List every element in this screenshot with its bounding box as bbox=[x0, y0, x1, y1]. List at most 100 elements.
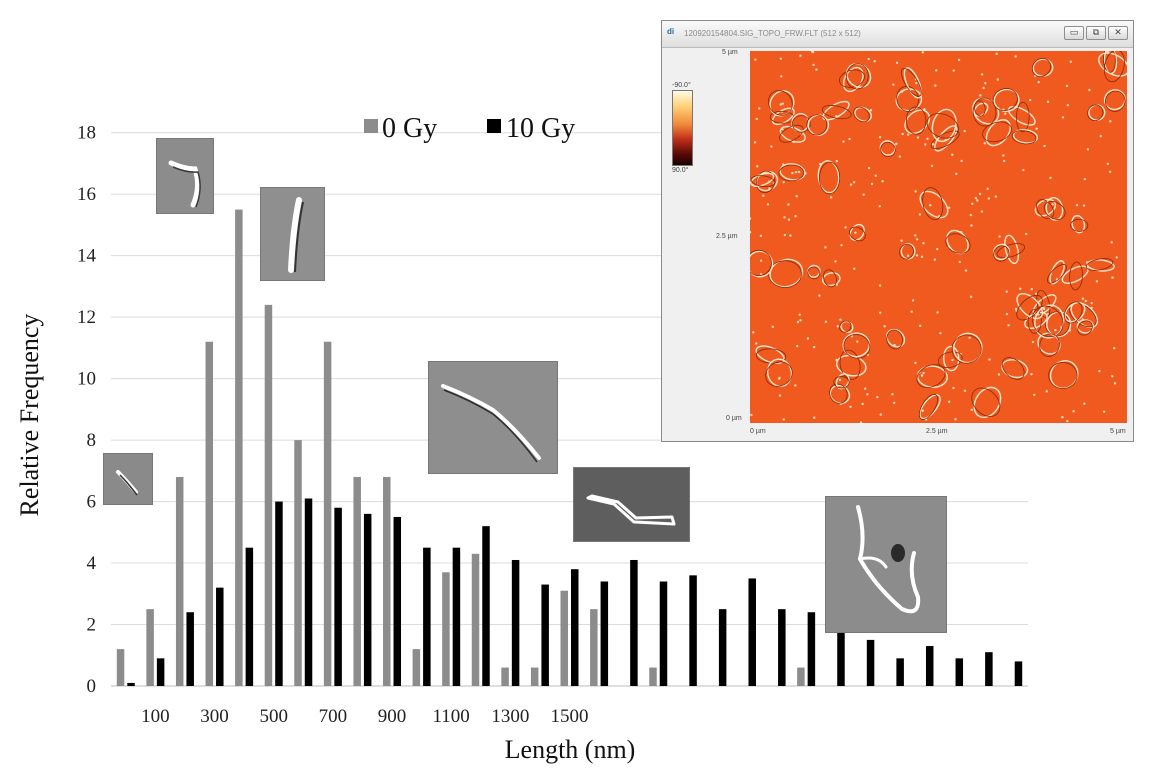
afm-particle bbox=[1106, 162, 1110, 166]
afm-dna-shadow bbox=[900, 67, 922, 97]
afm-particle bbox=[1083, 177, 1087, 181]
afm-particle bbox=[795, 194, 798, 198]
afm-particle bbox=[996, 78, 1000, 81]
afm-particle bbox=[757, 107, 761, 110]
afm-particle bbox=[782, 180, 785, 184]
afm-dna-shadow bbox=[1016, 294, 1043, 321]
afm-dna-shadow bbox=[926, 113, 959, 139]
afm-dna-shadow bbox=[839, 320, 852, 333]
afm-dna-loop bbox=[766, 358, 793, 388]
afm-particle bbox=[1086, 148, 1090, 151]
afm-particle bbox=[852, 180, 856, 184]
afm-dna-loop bbox=[849, 223, 865, 241]
afm-particle bbox=[1066, 103, 1070, 107]
afm-particle bbox=[892, 83, 895, 86]
afm-particle bbox=[1046, 100, 1050, 104]
afm-dna-shadow bbox=[779, 124, 804, 143]
afm-particle bbox=[970, 408, 973, 412]
afm-dna-loop bbox=[1049, 360, 1079, 389]
afm-dna-shadow bbox=[880, 142, 896, 158]
afm-particle bbox=[1113, 382, 1117, 385]
afm-particle bbox=[1072, 410, 1075, 413]
afm-dna-shadow bbox=[768, 90, 793, 116]
afm-dna-loop bbox=[1061, 265, 1089, 284]
afm-particle bbox=[936, 311, 939, 314]
afm-dna-shadow bbox=[899, 243, 914, 260]
bar-10gy-950 bbox=[659, 581, 668, 686]
afm-dna-shadow bbox=[992, 88, 1018, 112]
afm-particle bbox=[1084, 299, 1087, 303]
afm-particle bbox=[818, 294, 821, 297]
afm-dna-shadow bbox=[1077, 320, 1093, 336]
x-axis-title: Length (nm) bbox=[505, 735, 636, 764]
bar-10gy-600 bbox=[452, 547, 461, 686]
afm-dna-loop bbox=[903, 67, 922, 99]
afm-dna-shadow bbox=[1103, 49, 1125, 83]
afm-particle bbox=[862, 193, 865, 196]
afm-particle bbox=[980, 73, 984, 76]
afm-dna-shadow bbox=[930, 130, 960, 150]
afm-particle bbox=[1003, 112, 1007, 115]
maximize-icon[interactable]: ⧉ bbox=[1086, 26, 1106, 40]
bar-0gy-500 bbox=[383, 476, 391, 686]
y-tick-label: 16 bbox=[77, 184, 96, 205]
minimize-icon[interactable]: ▭ bbox=[1064, 26, 1084, 40]
afm-particle bbox=[869, 109, 873, 112]
afm-particle bbox=[987, 197, 991, 200]
afm-particle bbox=[906, 133, 910, 136]
bar-10gy-350 bbox=[304, 498, 313, 686]
afm-particle bbox=[867, 166, 871, 170]
bar-0gy-850 bbox=[590, 609, 598, 686]
afm-dna-shadow bbox=[823, 269, 837, 288]
afm-particle bbox=[982, 86, 985, 90]
afm-particle bbox=[878, 284, 882, 287]
afm-particle bbox=[852, 267, 856, 270]
bars bbox=[116, 209, 1023, 686]
afm-particle bbox=[1109, 120, 1112, 123]
afm-particle bbox=[1099, 134, 1103, 138]
bar-10gy-1400 bbox=[925, 646, 934, 686]
afm-particle bbox=[812, 63, 815, 67]
afm-particle bbox=[952, 69, 955, 72]
afm-dna-shadow bbox=[905, 106, 927, 135]
y-axis-ticks: 0 2 4 6 8 10 12 14 16 18 bbox=[77, 123, 97, 697]
afm-particle bbox=[1095, 280, 1099, 283]
molecule-thumbnail-bent bbox=[156, 138, 214, 214]
afm-particle bbox=[794, 384, 797, 387]
afm-dna-shadow bbox=[971, 387, 1001, 417]
close-icon[interactable]: ✕ bbox=[1108, 26, 1128, 40]
afm-dna-loop bbox=[779, 125, 806, 143]
bar-0gy-950 bbox=[649, 667, 657, 686]
afm-particle bbox=[1115, 256, 1118, 259]
window-title: 120920154804.SIG_TOPO_FRW.FLT (512 x 512… bbox=[684, 29, 861, 38]
afm-particle bbox=[866, 392, 869, 396]
afm-particle bbox=[878, 136, 882, 139]
afm-particle bbox=[787, 203, 790, 206]
afm-particle bbox=[1037, 80, 1040, 84]
afm-dna-shadow bbox=[839, 349, 861, 380]
colorbar-top-label: -90.0° bbox=[672, 82, 691, 89]
afm-dna-shadow bbox=[1048, 362, 1078, 389]
x-scale-label-mid: 2.5 µm bbox=[926, 428, 948, 435]
afm-particle bbox=[779, 103, 783, 106]
afm-dna-loop bbox=[895, 88, 923, 112]
bar-10gy-1250 bbox=[837, 609, 845, 686]
afm-particle bbox=[799, 54, 802, 57]
afm-dna-loop bbox=[1064, 302, 1086, 323]
afm-dna-shadow bbox=[833, 376, 850, 389]
afm-particle bbox=[920, 255, 924, 259]
afm-particle bbox=[936, 247, 939, 251]
afm-particle bbox=[1035, 127, 1038, 130]
afm-dna-loop bbox=[769, 258, 804, 288]
y-scale-label-bottom: 0 µm bbox=[726, 415, 742, 422]
afm-particle bbox=[848, 137, 851, 141]
molecule-thumbnail-loop bbox=[573, 467, 690, 542]
afm-particle bbox=[970, 224, 973, 227]
afm-dna-shadow bbox=[1104, 90, 1126, 112]
afm-dna-loop bbox=[854, 106, 872, 122]
afm-particle bbox=[867, 57, 870, 61]
afm-particle bbox=[1031, 340, 1035, 344]
afm-dna-loop bbox=[879, 140, 896, 156]
afm-particle bbox=[1081, 297, 1085, 300]
